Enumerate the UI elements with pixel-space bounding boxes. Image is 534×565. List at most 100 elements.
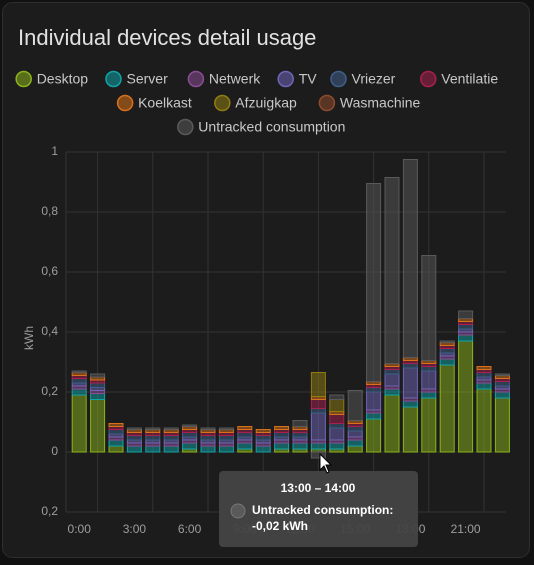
bar-segment: [200, 435, 216, 441]
y-tick-label: 0,4: [41, 324, 58, 338]
legend-label: Ventilatie: [441, 71, 498, 87]
bar-segment: [402, 367, 418, 399]
bar-segment: [329, 394, 345, 400]
bar-segment: [145, 435, 161, 441]
bar-segment: [292, 442, 308, 450]
bar-segment: [218, 445, 234, 453]
bar-segment: [384, 394, 400, 453]
bar-segment: [310, 412, 326, 441]
bar-segment: [421, 397, 437, 453]
bar-segment: [366, 412, 382, 420]
bar-segment: [329, 442, 345, 450]
bar-segment: [274, 432, 290, 438]
tooltip-value: -0,02 kWh: [252, 519, 308, 533]
bar-segment: [366, 183, 382, 382]
bar-segment: [476, 366, 492, 370]
x-tick-label: 0:00: [68, 522, 92, 536]
bar-segment: [71, 394, 87, 453]
bar-segment: [347, 426, 363, 432]
bar-segment: [494, 373, 510, 376]
bar-segment: [458, 340, 474, 453]
bar-segment: [237, 426, 253, 430]
x-tick-label: 6:00: [178, 522, 202, 536]
bar-segment: [218, 435, 234, 441]
bar-segment: [384, 369, 400, 375]
bar-segment: [71, 388, 87, 396]
y-tick-label: 1: [51, 144, 58, 158]
bar-segment: [255, 445, 271, 453]
bar-segment: [329, 427, 345, 441]
bar-segment: [476, 388, 492, 453]
bar-segment: [494, 391, 510, 399]
bar-segment: [439, 340, 455, 343]
bar-segment: [310, 372, 326, 397]
bar-segment: [421, 370, 437, 390]
bar-segment: [329, 399, 345, 412]
legend-swatch: [277, 70, 294, 88]
bar-segment: [108, 423, 124, 427]
bar-segment: [255, 435, 271, 441]
bar-segment: [402, 406, 418, 453]
bar-segment: [439, 358, 455, 366]
bar-segment: [108, 445, 124, 453]
bar-segment: [292, 420, 308, 427]
bar-segment: [71, 370, 87, 373]
legend-label: Netwerk: [209, 71, 261, 87]
bar-segment: [439, 364, 455, 453]
bar-segment: [421, 255, 437, 361]
legend-label: Afzuigkap: [235, 95, 297, 111]
legend-label: Wasmachine: [340, 95, 421, 111]
bar-segment: [237, 432, 253, 438]
legend-swatch: [15, 70, 32, 88]
bar-segment: [163, 445, 179, 453]
bar-segment: [90, 399, 106, 453]
bar-segment: [163, 435, 179, 441]
bar-segment: [458, 334, 474, 342]
y-tick-label: 0,8: [41, 204, 58, 218]
bar-segment: [200, 427, 216, 430]
bar-segment: [108, 439, 124, 447]
bar-segment: [476, 372, 492, 378]
y-tick-label: 0,6: [41, 264, 58, 278]
y-axis-label: kWh: [22, 326, 36, 350]
card-title: Individual devices detail usage: [18, 25, 316, 50]
bar-segment: [384, 177, 400, 364]
bar-segment: [347, 439, 363, 447]
bar-segment: [90, 393, 106, 400]
bar-segment: [182, 432, 198, 438]
mouse-cursor: [319, 452, 333, 474]
tooltip-swatch: [230, 503, 246, 519]
bar-segment: [402, 363, 418, 369]
legend-swatch: [177, 118, 194, 136]
legend-swatch: [330, 70, 347, 88]
legend-label: Server: [127, 71, 169, 87]
bar-segment: [439, 348, 455, 354]
bar-segment: [347, 445, 363, 453]
bar-segment: [458, 310, 474, 319]
legend-label: Koelkast: [138, 95, 192, 111]
bar-segment: [274, 426, 290, 430]
tooltip-series: Untracked consumption:: [252, 503, 393, 517]
bar-segment: [384, 373, 400, 387]
bar-segment: [366, 418, 382, 453]
bar-segment: [145, 445, 161, 453]
legend-swatch: [116, 94, 134, 112]
bar-segment: [310, 408, 326, 414]
bar-segment: [255, 429, 271, 433]
legend-swatch: [187, 70, 205, 88]
legend-label: Untracked consumption: [198, 119, 345, 135]
bar-segment: [200, 445, 216, 453]
bar-segment: [366, 387, 382, 393]
y-tick-label: 0: [51, 444, 58, 458]
bar-segment: [292, 432, 308, 438]
tooltip-box: [219, 471, 418, 547]
bar-segment: [182, 442, 198, 450]
bar-segment: [310, 399, 326, 409]
bar-segment: [163, 427, 179, 430]
tooltip-title: 13:00 – 14:00: [281, 481, 356, 495]
bar-segment: [237, 442, 253, 450]
bar-segment: [366, 391, 382, 411]
bar-segment: [476, 382, 492, 390]
bar-segment: [384, 388, 400, 396]
